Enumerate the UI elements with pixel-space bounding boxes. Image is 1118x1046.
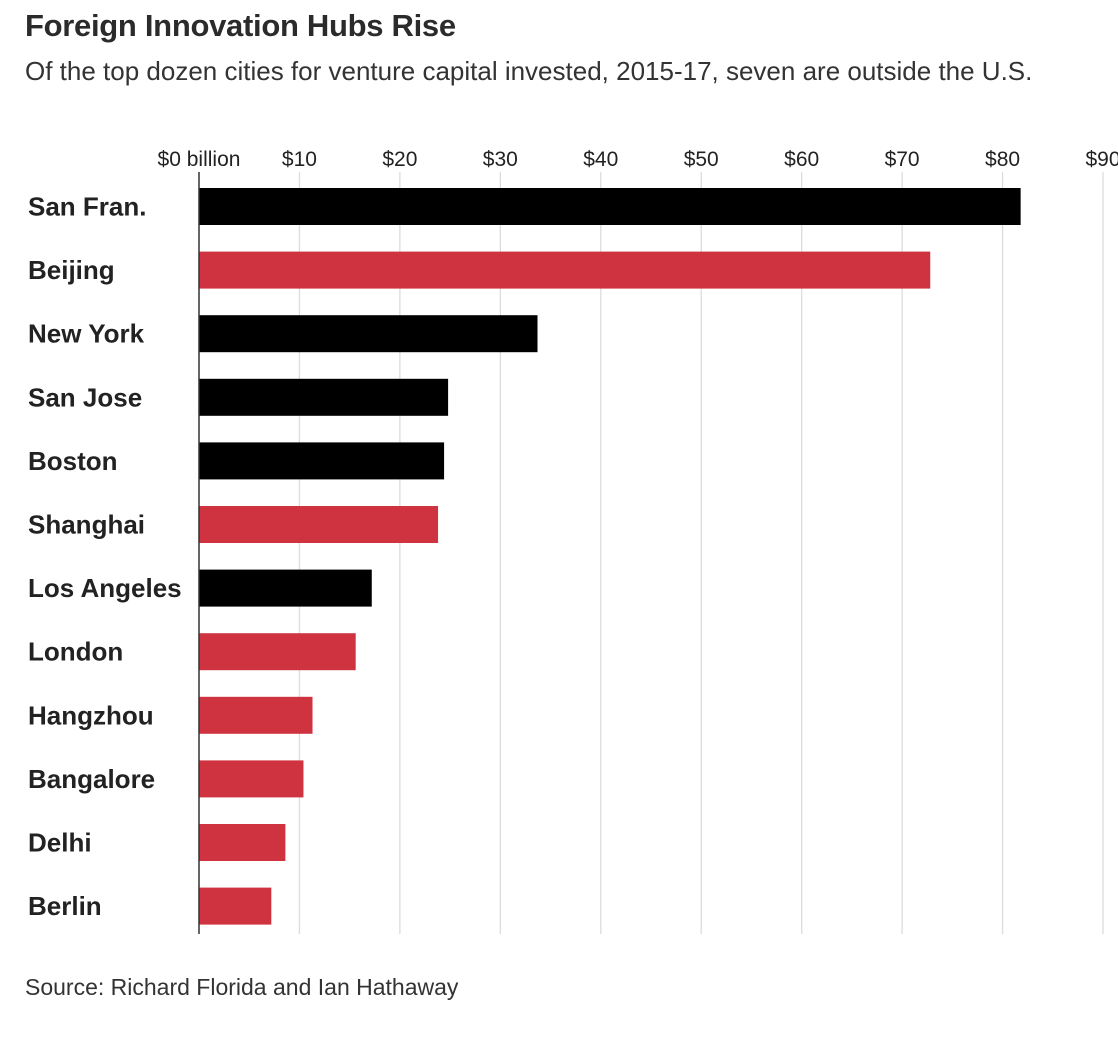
- bar-shanghai: [199, 506, 439, 543]
- category-label: New York: [28, 319, 145, 349]
- x-tick-label: $70: [885, 148, 920, 171]
- x-tick-label: $20: [382, 148, 417, 171]
- x-tick-label: $90: [1085, 148, 1118, 171]
- x-tick-label: $80: [985, 148, 1020, 171]
- category-label: Berlin: [28, 891, 102, 921]
- x-tick-label: $10: [282, 148, 317, 171]
- x-tick-label: $30: [483, 148, 518, 171]
- bar-hangzhou: [199, 696, 313, 734]
- category-label: Beijing: [28, 255, 115, 285]
- category-label: San Jose: [28, 382, 142, 412]
- bar-los-angeles: [199, 569, 372, 607]
- bar-new-york: [199, 315, 538, 353]
- chart-subtitle: Of the top dozen cities for venture capi…: [25, 56, 1033, 86]
- chart-title: Foreign Innovation Hubs Rise: [25, 8, 456, 43]
- bar-boston: [199, 442, 445, 480]
- category-label: Shanghai: [28, 510, 145, 540]
- x-tick-label: $40: [583, 148, 618, 171]
- category-label: San Fran.: [28, 192, 146, 222]
- category-label: Boston: [28, 446, 118, 476]
- category-label: Delhi: [28, 828, 92, 858]
- bar-bangalore: [199, 760, 304, 798]
- category-label: London: [28, 637, 123, 667]
- source-note: Source: Richard Florida and Ian Hathaway: [25, 974, 459, 1000]
- x-tick-label: $60: [784, 148, 819, 171]
- bar-beijing: [199, 251, 931, 289]
- bar-delhi: [199, 824, 286, 861]
- bar-london: [199, 633, 356, 671]
- category-label: Hangzhou: [28, 700, 154, 730]
- bar-san-jose: [199, 378, 449, 416]
- bar-san-fran: [199, 188, 1021, 225]
- category-label: Bangalore: [28, 764, 155, 794]
- x-tick-label: $50: [684, 148, 719, 171]
- category-label: Los Angeles: [28, 573, 182, 603]
- x-tick-label: $0 billion: [158, 148, 241, 171]
- bar-berlin: [199, 887, 272, 925]
